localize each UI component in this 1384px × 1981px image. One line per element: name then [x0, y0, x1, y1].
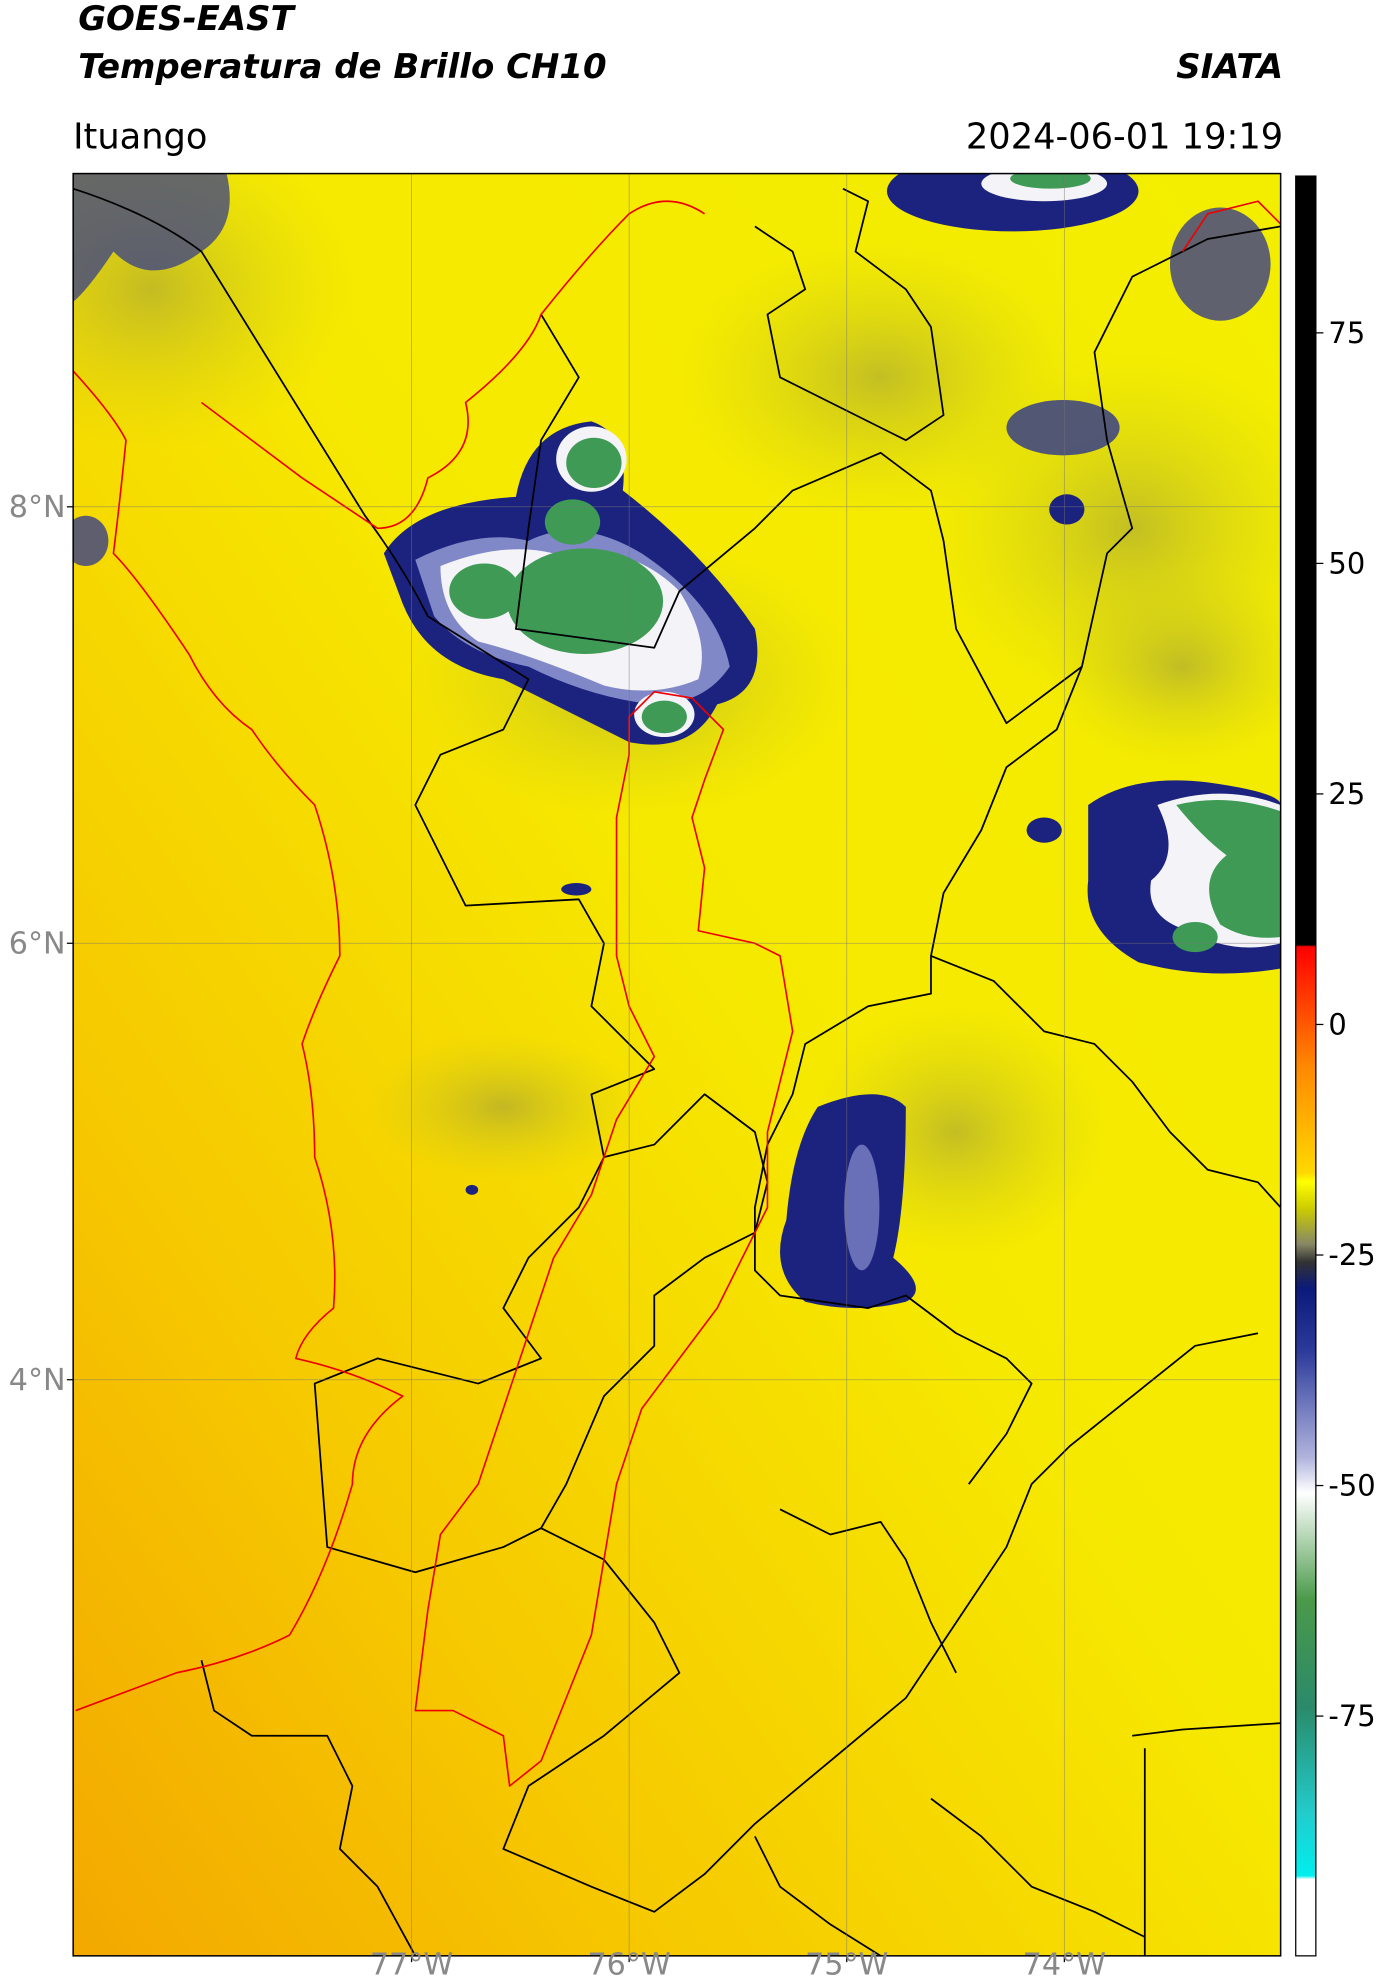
lon-tick-label: 76°W — [587, 1948, 670, 1981]
cloud — [73, 515, 109, 566]
colorbar-tick-label: 75 — [1328, 316, 1365, 350]
colorbar-tick-label: 0 — [1328, 1008, 1346, 1042]
cloud — [1172, 921, 1218, 953]
cloud — [1026, 817, 1062, 843]
colorbar — [1295, 175, 1317, 1957]
agency: SIATA — [1176, 47, 1283, 87]
cloud — [1010, 173, 1091, 189]
lon-tick-label: 74°W — [1023, 1948, 1106, 1981]
lat-tick-label: 8°N — [9, 490, 66, 525]
cloud — [73, 173, 230, 302]
colorbar-tick-label: 50 — [1328, 546, 1365, 580]
lon-tick-label: 77°W — [370, 1948, 453, 1981]
cloud — [1176, 799, 1281, 938]
cloud — [1006, 399, 1120, 456]
datetime: 2024-06-01 19:19 — [966, 116, 1283, 157]
map — [73, 173, 1281, 1956]
cloud — [1169, 207, 1271, 321]
axis-labels: 77°W 76°W 75°W 74°W 8°N 6°N 4°N 75 50 25 0 -25 -50 -7… — [9, 316, 1376, 1981]
location: Ituango — [73, 116, 207, 157]
graticule — [73, 173, 1281, 1956]
colorbar-tick-label: 25 — [1328, 777, 1365, 811]
lat-tick-label: 6°N — [9, 926, 66, 961]
colorbar-tick-label: -50 — [1328, 1469, 1375, 1503]
cloud — [544, 499, 601, 545]
lat-tick-label: 4°N — [9, 1363, 66, 1398]
colorbar-tick-label: -25 — [1328, 1238, 1375, 1272]
cloud — [844, 1144, 880, 1271]
lon-tick-label: 75°W — [805, 1948, 888, 1981]
cloud — [1049, 494, 1085, 525]
cloud — [507, 548, 664, 655]
colorbar-tick-label: -75 — [1328, 1699, 1375, 1733]
map-frame — [72, 172, 1282, 1957]
haze-patch — [364, 1031, 642, 1183]
cloud — [449, 563, 520, 619]
cloud — [566, 437, 622, 489]
subtitle: Temperatura de Brillo CH10 — [78, 47, 606, 87]
cloud — [641, 700, 687, 734]
cloud-tops — [73, 173, 1281, 1309]
cloud — [561, 882, 592, 896]
haze-patch — [1044, 566, 1281, 768]
title: GOES-EAST — [78, 0, 296, 39]
cloud — [465, 1184, 479, 1195]
